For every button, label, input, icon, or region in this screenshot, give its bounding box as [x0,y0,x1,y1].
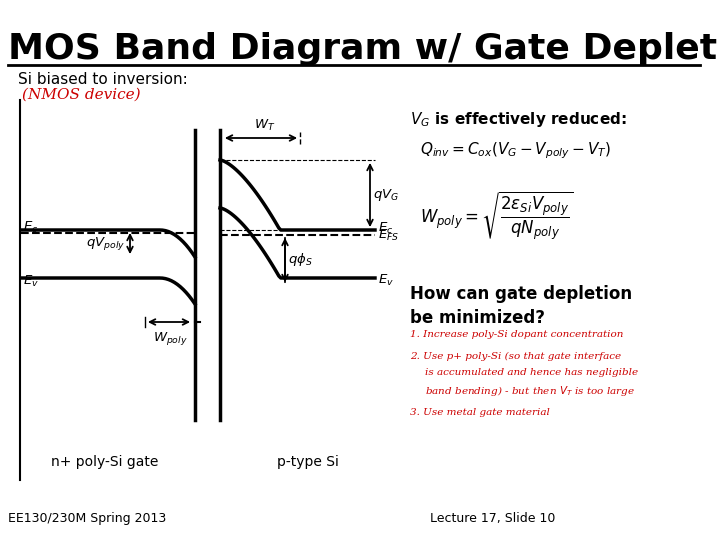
Text: $E_c$: $E_c$ [378,220,393,235]
Text: 1. Increase poly-Si dopant concentration: 1. Increase poly-Si dopant concentration [410,330,624,339]
Text: $Q_{inv} = C_{ox}(V_G - V_{poly} - V_T)$: $Q_{inv} = C_{ox}(V_G - V_{poly} - V_T)$ [420,140,611,160]
Text: 3. Use metal gate material: 3. Use metal gate material [410,408,550,417]
Text: $E_v$: $E_v$ [23,273,39,288]
Text: Lecture 17, Slide 10: Lecture 17, Slide 10 [430,512,555,525]
Text: $E_{FS}$: $E_{FS}$ [378,227,400,242]
Text: Si biased to inversion:: Si biased to inversion: [18,72,188,87]
Text: is accumulated and hence has negligible: is accumulated and hence has negligible [425,368,638,377]
Text: $qV_{poly}$: $qV_{poly}$ [86,235,125,252]
Text: EE130/230M Spring 2013: EE130/230M Spring 2013 [8,512,166,525]
Text: 2. Use p+ poly-Si (so that gate interface: 2. Use p+ poly-Si (so that gate interfac… [410,352,621,361]
Text: n+ poly-Si gate: n+ poly-Si gate [51,455,158,469]
Text: MOS Band Diagram w/ Gate Depletion: MOS Band Diagram w/ Gate Depletion [8,32,720,66]
Text: $W_{poly} = \sqrt{\dfrac{2\varepsilon_{Si}V_{poly}}{qN_{poly}}}$: $W_{poly} = \sqrt{\dfrac{2\varepsilon_{S… [420,190,574,242]
Text: $W_{poly}$: $W_{poly}$ [153,330,187,347]
Text: $E_c$: $E_c$ [23,219,38,234]
Text: $W_T$: $W_T$ [254,118,276,133]
Text: p-type Si: p-type Si [276,455,338,469]
Text: $q\phi_S$: $q\phi_S$ [288,252,312,268]
Text: $V_G$ is effectively reduced:: $V_G$ is effectively reduced: [410,110,627,129]
Text: How can gate depletion
be minimized?: How can gate depletion be minimized? [410,285,632,327]
Text: (NMOS device): (NMOS device) [22,88,140,102]
Text: $qV_G$: $qV_G$ [373,187,399,203]
Text: band bending) - but then $V_T$ is too large: band bending) - but then $V_T$ is too la… [425,384,635,398]
Text: $E_v$: $E_v$ [378,273,394,287]
